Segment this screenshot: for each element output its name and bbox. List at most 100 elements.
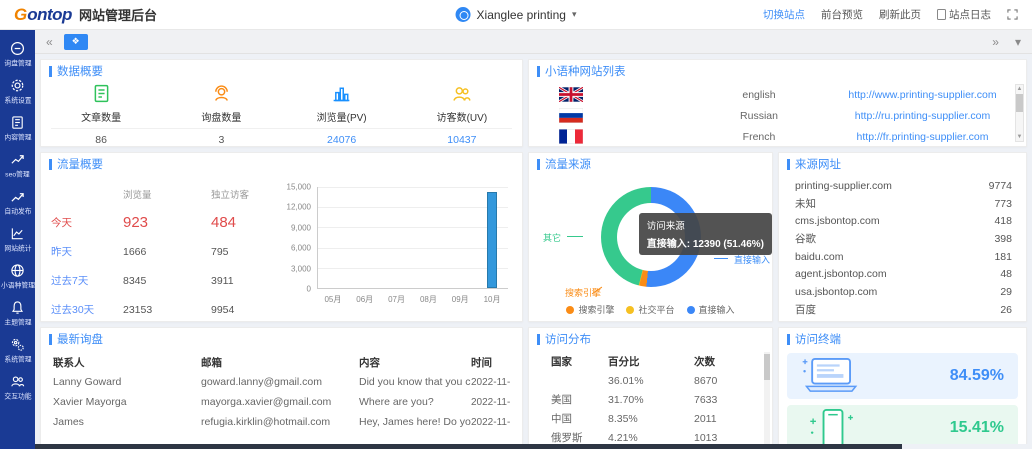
preview-link[interactable]: 前台预览 [821,9,863,21]
sidebar-item-settings[interactable]: 系统设置 [0,73,35,110]
mobile-terminal-card: 15.41% [787,405,1018,449]
sidebar-item-inquiry[interactable]: 询盘管理 [0,36,35,73]
traffic-row-yesterday: 昨天 1666 795 [51,245,229,259]
minus-circle-icon [10,41,25,56]
legend-item-direct[interactable]: 直接输入 [686,303,735,316]
site-url-link[interactable]: http://fr.printing-supplier.com [856,130,989,143]
traffic-row-7days: 过去7天 8345 3911 [51,274,234,288]
traffic-table: 浏览量 独立访客 今天 923 484 昨天 1666 795 过去7天 [41,175,281,321]
source-url-row: printing-supplier.com 9774 [795,179,1012,192]
article-doc-icon [91,83,112,107]
france-flag-icon [559,129,679,144]
sidebar-item-seo[interactable]: seo管理 [0,147,35,184]
inquiry-row[interactable]: James refugia.kirklin@hotmail.com Hey, J… [53,416,510,428]
site-url-link[interactable]: http://www.printing-supplier.com [848,88,997,101]
tabs-scroll-left-icon[interactable]: « [46,34,53,49]
source-url-row: baidu.com 181 [795,250,1012,263]
distribution-row: 中国 8.35% 2011 [551,412,717,426]
site-log-link[interactable]: 站点日志 [937,7,991,22]
title-accent-bar [537,65,540,77]
language-row: english http://www.printing-supplier.com [559,84,1006,105]
language-list: english http://www.printing-supplier.com… [529,82,1026,146]
gear-icon [10,78,25,93]
inquiry-row[interactable]: Xavier Mayorga mayorga.xavier@gmail.com … [53,396,510,408]
trend-bar[interactable] [487,192,498,288]
gridline [318,187,508,188]
sidebar-item-statistics[interactable]: 网站统计 [0,221,35,258]
scroll-down-icon[interactable]: ▼ [1016,134,1023,140]
trend-icon [10,152,25,167]
visitor-count-link[interactable]: 10437 [447,134,477,146]
title-accent-bar [49,65,52,77]
refresh-link[interactable]: 刷新此页 [879,9,921,21]
distribution-table: 国家 百分比 次数 36.01% 8670 美国 31.70% 7633 中国 … [529,350,772,447]
tabs-scroll-right-icon[interactable]: » [992,34,999,49]
title-accent-bar [787,333,790,345]
source-url-row: 未知 773 [795,197,1012,211]
sidebar-item-multilanguage[interactable]: 小语种管理 [0,258,35,295]
panel-title: 来源网址 [795,159,841,171]
distribution-header-row: 国家 百分比 次数 [551,356,715,368]
panel-title: 流量概要 [57,159,103,171]
phone-icon [797,408,869,449]
panel-visit-distribution: 访问分布 国家 百分比 次数 36.01% 8670 美国 31.70% 763… [528,327,773,449]
title-accent-bar [537,158,540,170]
sidebar-nav: 询盘管理 系统设置 内容管理 seo管理 自动发布 网站统计 小语种管理 主题 [0,30,35,449]
tabs-right-controls: » ▾ [989,35,1024,49]
traffic-row-today: 今天 923 484 [51,214,237,231]
fullscreen-icon[interactable] [1007,9,1018,20]
pageview-count-link[interactable]: 24076 [327,134,357,146]
tab-bar: « ❖ » ▾ [35,30,1032,54]
laptop-icon [797,356,869,397]
legend-item-search[interactable]: 搜索引擎 [566,303,614,316]
chart-tooltip: 访问来源 直接输入: 12390 (51.46%) [638,213,772,255]
theme-icon [10,300,25,315]
russia-flag-icon [559,108,679,123]
panel-title: 数据概要 [57,66,103,78]
source-url-row: usa.jsbontop.com 29 [795,285,1012,298]
title-accent-bar [49,158,52,170]
sidebar-item-theme[interactable]: 主题管理 [0,295,35,332]
site-log-label: 站点日志 [949,9,991,21]
vertical-scrollbar[interactable]: ▲ ▼ [1015,84,1024,142]
source-url-row: 百度 26 [795,303,1012,317]
desktop-terminal-card: 84.59% [787,353,1018,399]
gears-icon [10,337,25,352]
x-axis-labels: 05月 06月 07月 08月 09月 10月 [324,295,501,304]
panel-source-urls: 来源网址 printing-supplier.com 9774 未知 773 cms… [778,152,1027,322]
source-url-row: agent.jsbontop.com 48 [795,268,1012,281]
panel-traffic-source: 流量来源 其它 直接输入 搜索引擎 访问来源 直接输入: 12390 (51.4… [528,152,773,322]
app-title: 网站管理后台 [78,7,157,23]
scrollbar-thumb[interactable] [1016,94,1023,112]
sidebar-item-system[interactable]: 系统管理 [0,332,35,369]
sidebar-item-interaction[interactable]: 交互功能 [0,369,35,406]
traffic-row-30days: 过去30天 23153 9954 [51,303,235,317]
gridline [318,207,508,209]
brand-logo: G ontop 网站管理后台 [14,5,157,25]
sidebar-item-autopublish[interactable]: 自动发布 [0,184,35,221]
publish-icon [10,189,25,204]
scroll-up-icon[interactable]: ▲ [1016,86,1023,92]
site-url-link[interactable]: http://ru.printing-supplier.com [854,109,991,122]
top-header: G ontop 网站管理后台 Xianglee printing ▾ 切换站点 … [0,0,1032,30]
horizontal-scrollbar[interactable] [35,444,1032,449]
gridline [318,247,508,249]
site-selector-dropdown[interactable]: Xianglee printing ▾ [455,7,576,22]
panel-language-sites: 小语种网站列表 english http://www.printing-supp… [528,59,1027,147]
scrollbar-thumb[interactable] [764,354,770,380]
logo-g: G [14,4,28,24]
inquiry-row[interactable]: Lanny Goward goward.lanny@gmail.com Did … [53,376,510,388]
slice-label-other: 其它 [543,233,562,243]
switch-site-link[interactable]: 切换站点 [763,9,805,21]
tabs-menu-caret-icon[interactable]: ▾ [1014,34,1021,49]
document-icon [10,115,25,130]
sidebar-item-content[interactable]: 内容管理 [0,110,35,147]
title-accent-bar [537,333,540,345]
slice-label-search: 搜索引擎 [565,288,602,298]
vertical-scrollbar[interactable] [764,352,770,449]
globe-icon [10,263,25,278]
home-tab[interactable]: ❖ [63,33,88,50]
legend-item-social[interactable]: 社交平台 [626,303,675,316]
gridline [318,227,508,229]
scrollbar-thumb[interactable] [35,444,903,449]
